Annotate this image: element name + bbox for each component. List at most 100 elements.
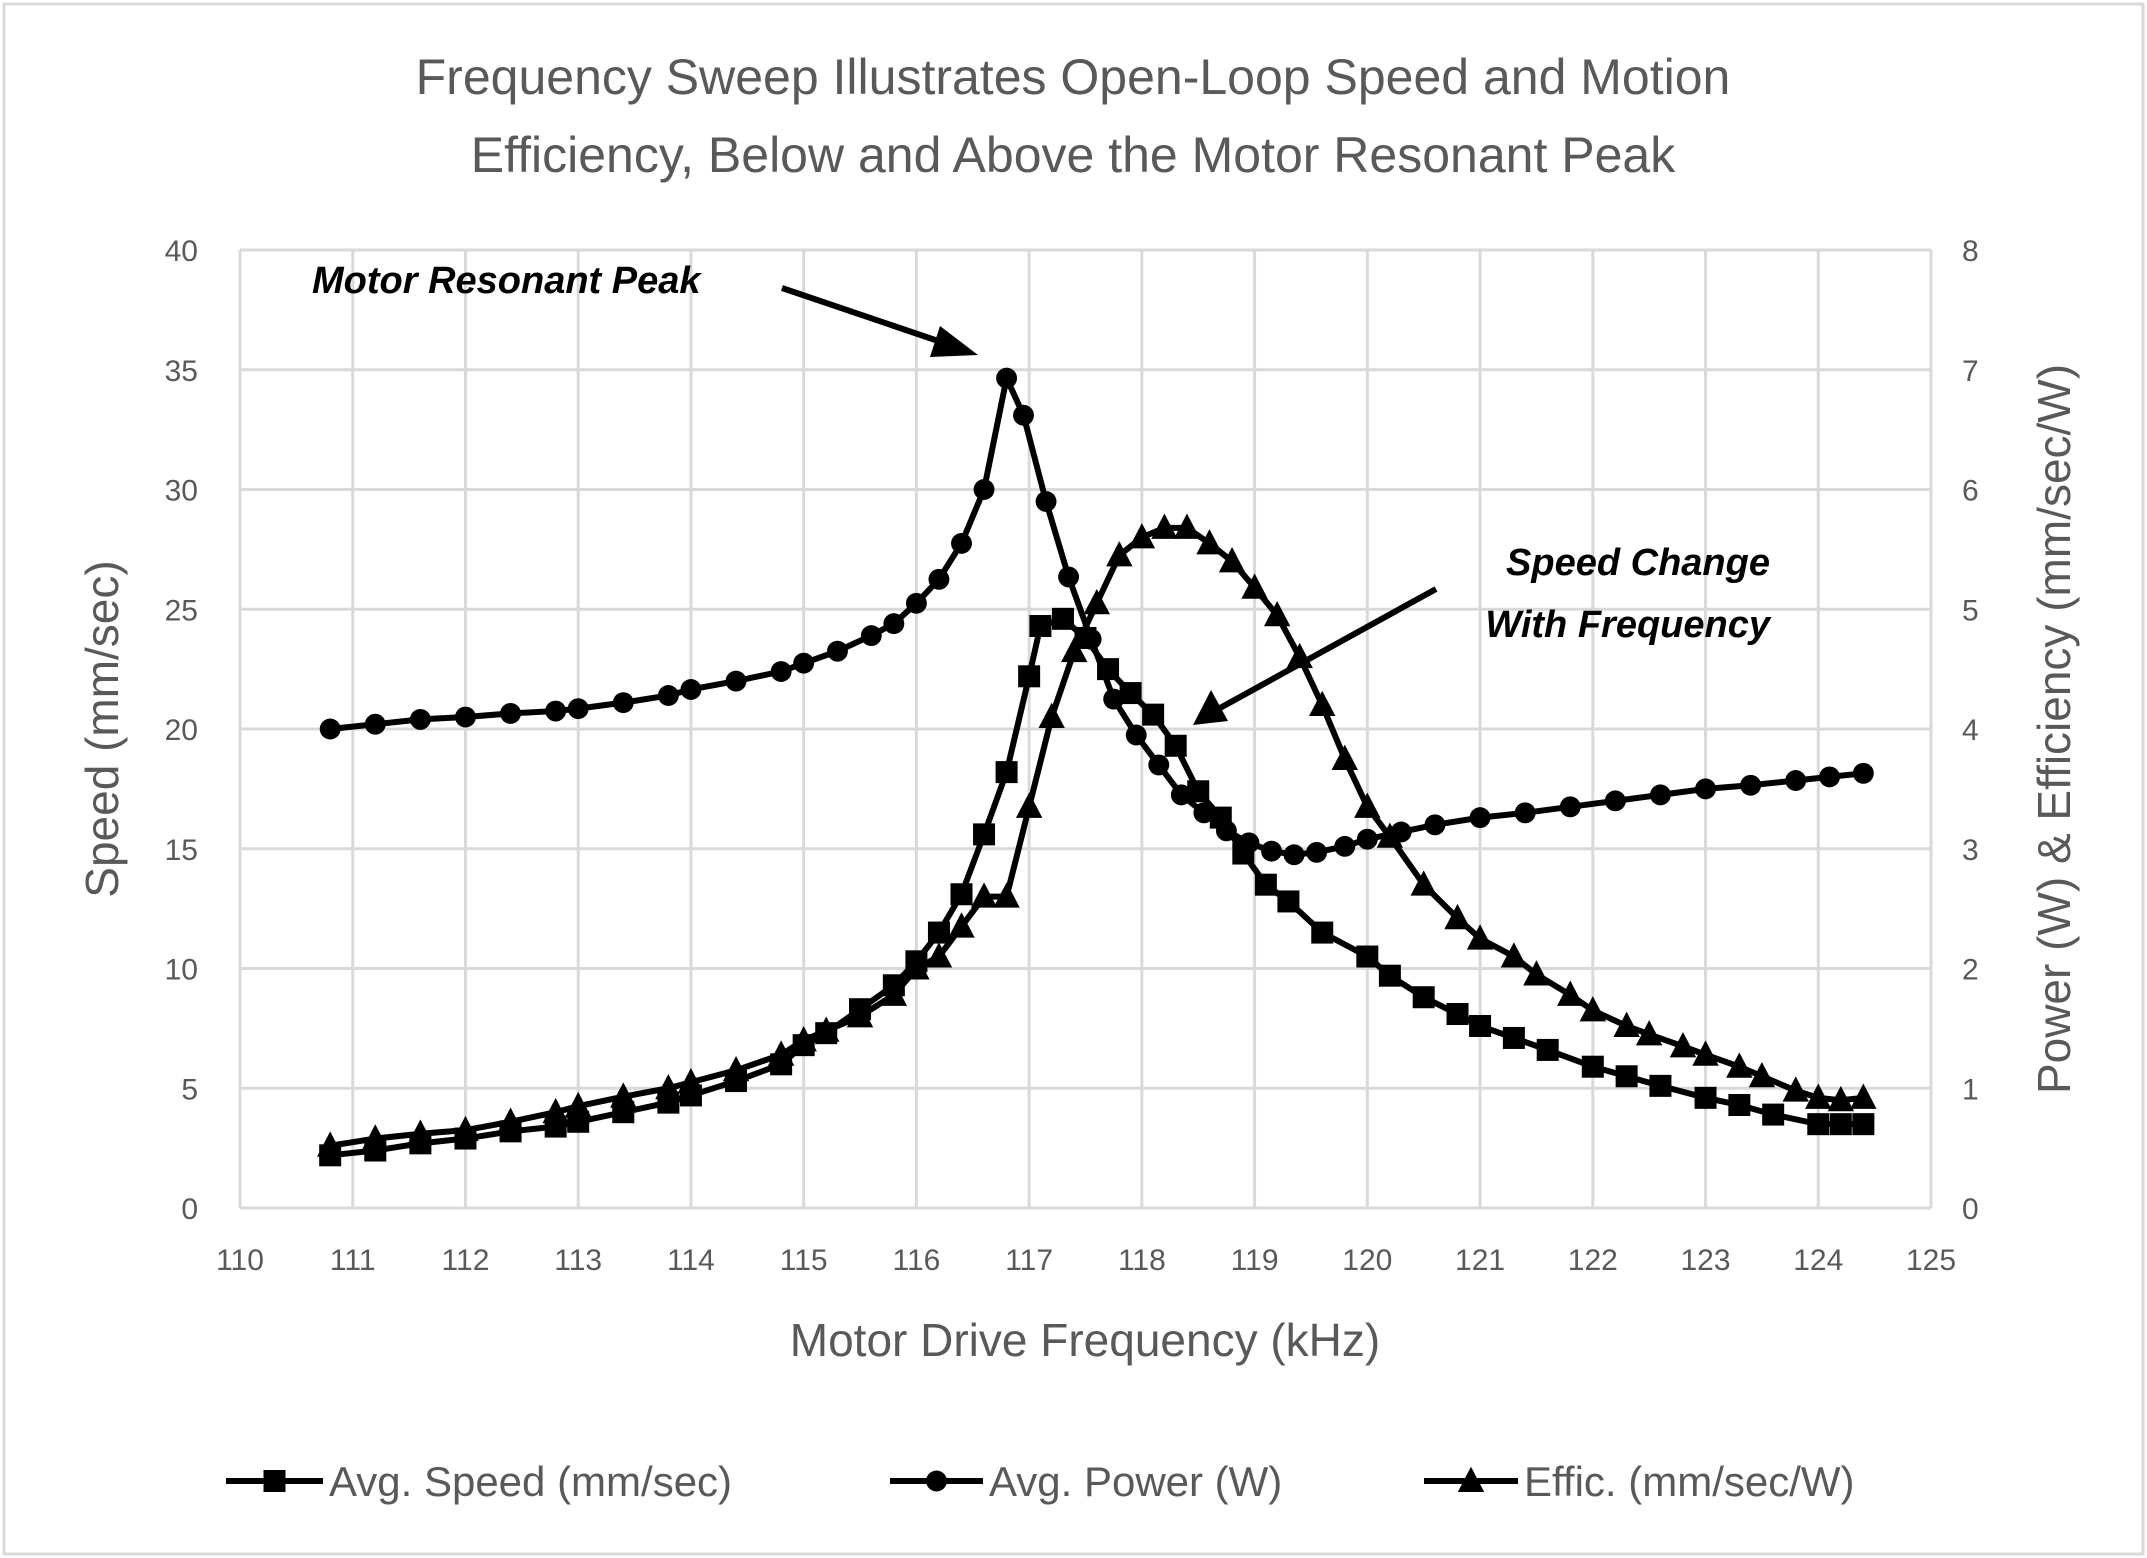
legend-item: Avg. Power (W) [890,1458,1282,1505]
data-point-triangle [1106,541,1133,567]
data-point-circle [657,685,679,706]
data-point-circle [1215,820,1237,842]
data-point-circle [567,698,589,720]
data-point-circle [319,718,341,740]
data-point-square [1694,1086,1717,1109]
y2-tick-label: 6 [1962,475,1979,508]
data-point-circle [1125,724,1147,746]
data-point-triangle [925,942,953,968]
data-point-square [973,823,996,846]
data-point-circle [725,670,747,692]
data-point-circle [770,661,792,682]
data-point-triangle [565,1091,592,1118]
data-point-circle [1819,766,1840,788]
series-layer [316,367,1877,1167]
data-point-square [1469,1014,1492,1037]
data-point-triangle [1827,1085,1855,1112]
data-point-triangle [1523,960,1550,986]
y-tick-label: 20 [165,714,198,747]
y2-axis-title: Power (W) & Efficiency (mm/sec/W) [2028,364,2080,1094]
data-point-square [1581,1055,1604,1078]
data-point-square [1311,921,1334,944]
data-point-circle [455,706,476,728]
data-point-square [1446,1003,1469,1026]
data-point-square [1356,945,1379,968]
annotation-speed-change-line-2: With Frequency [1485,604,1772,646]
chart-title-line-1: Frequency Sweep Illustrates Open-Loop Sp… [416,49,1731,105]
data-point-circle [860,625,882,647]
data-point-square [1378,964,1401,987]
data-point-circle [364,713,386,735]
y-tick-label: 25 [165,594,198,627]
data-point-circle [1740,774,1762,796]
y-tick-label: 5 [181,1073,198,1106]
data-point-triangle [1850,1083,1877,1109]
data-point-circle [612,692,634,714]
data-point-triangle [903,954,930,980]
data-point-circle [680,679,702,700]
data-point-triangle [610,1082,637,1108]
data-point-square [1018,665,1041,688]
data-point-triangle [1557,980,1584,1006]
data-point-triangle [655,1073,682,1100]
data-point-circle [1238,832,1260,854]
data-point-square [1412,986,1435,1009]
data-point-circle [1080,628,1102,650]
data-point-circle [827,640,848,662]
data-point-square [1187,780,1210,803]
data-point-triangle [1015,792,1043,818]
data-point-circle [1306,841,1328,863]
data-point-square [1254,873,1277,896]
data-point-square [1728,1094,1751,1117]
data-point-triangle [542,1097,569,1124]
data-point-circle [409,708,431,730]
y-axis-title: Speed (mm/sec) [76,560,128,897]
y2-tick-label: 1 [1962,1073,1979,1106]
data-point-square [950,883,973,906]
data-point-circle [1058,566,1080,588]
data-point-triangle [1263,600,1291,627]
data-point-circle [928,568,950,590]
data-point-triangle [1726,1052,1753,1078]
data-point-triangle [452,1115,479,1142]
legend-item: Effic. (mm/sec/W) [1424,1458,1855,1505]
data-point-square [927,921,950,944]
annotation-speed-change-line-1: Speed Change [1506,542,1770,584]
data-point-circle [905,592,927,614]
data-point-triangle [1196,529,1223,555]
data-point-triangle [1748,1061,1776,1088]
data-point-circle [1852,762,1874,784]
data-point-circle [883,613,905,635]
x-tick-label: 113 [554,1244,602,1277]
data-point-triangle [1241,573,1268,599]
y-tick-label: 35 [165,355,198,388]
data-point-triangle [677,1067,705,1094]
annotation-arrow-resonant [781,285,978,357]
y2-tick-label: 2 [1962,954,1979,987]
data-point-triangle [1376,822,1404,848]
tick-labels: 110 111 112 113 114 115 116 117 118 119 120 121 122 1… [165,235,1979,1277]
x-tick-label: 121 [1455,1244,1505,1277]
data-point-circle [1649,784,1671,806]
annotation-arrow-speed [1193,586,1438,725]
data-point-triangle [1692,1040,1719,1066]
x-tick-label: 123 [1681,1244,1731,1277]
data-point-triangle [1128,523,1156,549]
x-tick-label: 112 [442,1244,490,1277]
data-point-triangle [1354,792,1381,818]
x-tick-label: 110 [216,1244,264,1277]
data-point-square [1536,1038,1559,1061]
data-point-square [1829,1113,1852,1136]
x-tick-label: 117 [1005,1244,1053,1277]
y2-tick-label: 3 [1962,834,1979,867]
data-point-triangle [1782,1076,1809,1102]
data-point-triangle [1444,903,1471,930]
data-point-circle [973,479,995,500]
data-point-triangle [790,1026,817,1052]
data-point-triangle [880,980,908,1006]
data-point-triangle [1635,1020,1663,1046]
legend-label: Avg. Power (W) [989,1458,1282,1505]
data-point-triangle [993,882,1020,908]
x-tick-label: 114 [667,1244,715,1277]
